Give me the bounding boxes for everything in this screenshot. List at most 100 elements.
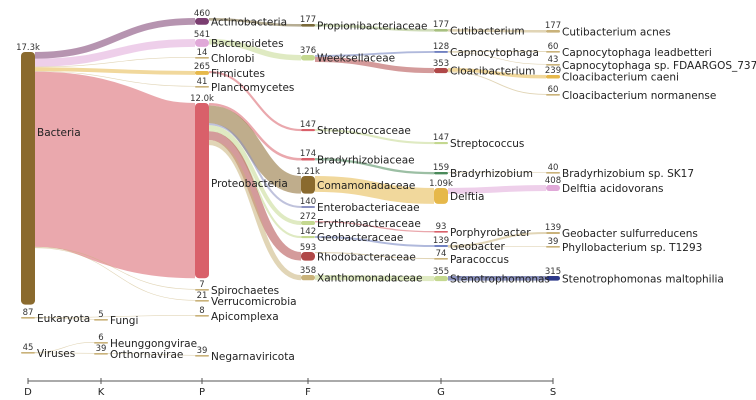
node-enterobacteriaceae[interactable] — [301, 206, 315, 209]
node-erythrobacteraceae[interactable] — [301, 221, 315, 225]
link-bacteria-bacteroidetes — [34, 39, 196, 67]
node-xanthomonadaceae[interactable] — [301, 275, 315, 281]
rank-label-K: K — [98, 387, 105, 398]
node-bradyrhizobiaceae[interactable] — [301, 158, 315, 161]
node-bacteria[interactable] — [21, 52, 35, 305]
node-cloacibacterium_normanense[interactable] — [546, 94, 560, 96]
node-capnocytophaga_leadbetteri[interactable] — [546, 51, 560, 53]
count-bradyrhizobium: 159 — [433, 163, 449, 173]
label-negarnaviricota: Negarnaviricota — [211, 351, 295, 363]
link-bacteria-planctomycetes — [34, 71, 196, 87]
count-weeksellaceae: 376 — [300, 46, 316, 56]
node-streptococcaceae[interactable] — [301, 129, 315, 132]
count-cloacibacterium_normanense: 60 — [548, 85, 559, 95]
link-bacteria-proteobacteria — [32, 71, 198, 279]
node-actinobacteria[interactable] — [195, 18, 209, 25]
label-enterobacteriaceae: Enterobacteriaceae — [317, 202, 420, 214]
count-actinobacteria: 460 — [194, 9, 210, 19]
node-heunggongvirae[interactable] — [94, 342, 108, 344]
count-stenotrophomonas: 355 — [433, 267, 449, 277]
node-paracoccus[interactable] — [434, 258, 448, 260]
count-cloacibacterium_caeni: 239 — [545, 66, 561, 76]
label-weeksellaceae: Weeksellaceae — [317, 53, 395, 65]
node-weeksellaceae[interactable] — [301, 55, 315, 61]
link-weeksellaceae-cloacibacterium — [314, 56, 435, 74]
label-cutibacterium_acnes: Cutibacterium acnes — [562, 26, 671, 38]
node-delftia[interactable] — [434, 188, 448, 204]
link-proteobacteria-rhodobacteraceae — [208, 131, 302, 261]
link-proteobacteria-geobacteraceae — [208, 129, 302, 239]
node-streptococcus[interactable] — [434, 142, 448, 145]
link-propionibacteriaceae-cutibacterium — [314, 24, 435, 32]
node-cloacibacterium[interactable] — [434, 68, 448, 74]
link-proteobacteria-bradyrhizobiaceae — [208, 102, 302, 161]
label-planctomycetes: Planctomycetes — [211, 82, 294, 94]
link-delftia-delftia_acidovorans — [447, 184, 547, 194]
node-delftia_acidovorans[interactable] — [546, 185, 560, 191]
count-planctomycetes: 41 — [197, 77, 208, 87]
node-cutibacterium[interactable] — [434, 29, 448, 32]
link-comamonadaceae-delftia — [314, 176, 435, 204]
label-xanthomonadaceae: Xanthomonadaceae — [317, 273, 422, 285]
node-spirochaetes[interactable] — [195, 289, 209, 291]
label-stenotrophomonas: Stenotrophomonas — [450, 274, 550, 286]
node-bradyrhizobium[interactable] — [434, 172, 448, 175]
node-planctomycetes[interactable] — [195, 86, 209, 88]
node-fungi[interactable] — [94, 319, 108, 321]
node-firmicutes[interactable] — [195, 71, 209, 75]
label-comamonadaceae: Comamonadaceae — [317, 180, 415, 192]
count-cutibacterium: 177 — [433, 20, 449, 30]
count-firmicutes: 265 — [194, 62, 210, 72]
node-apicomplexa[interactable] — [195, 315, 209, 317]
label-bradyrhizobium: Bradyrhizobium — [450, 168, 533, 180]
node-chlorobi[interactable] — [195, 57, 209, 59]
label-fungi: Fungi — [110, 315, 138, 327]
label-actinobacteria: Actinobacteria — [211, 16, 287, 28]
label-proteobacteria: Proteobacteria — [211, 178, 288, 190]
node-rhodobacteraceae[interactable] — [301, 252, 315, 261]
label-delftia_acidovorans: Delftia acidovorans — [562, 183, 664, 195]
link-actinobacteria-propionibacteriaceae — [208, 18, 302, 27]
rank-label-S: S — [550, 387, 556, 398]
label-streptococcus: Streptococcus — [450, 138, 524, 150]
count-stenotrophomonas_maltophilia: 315 — [545, 267, 561, 277]
node-bradyrhizobium_sk17[interactable] — [546, 172, 560, 174]
link-bacteria-actinobacteria — [34, 18, 196, 59]
node-propionibacteriaceae[interactable] — [301, 24, 315, 27]
node-stenotrophomonas_maltophilia[interactable] — [546, 276, 560, 281]
node-stenotrophomonas[interactable] — [434, 276, 448, 282]
node-verrucomicrobia[interactable] — [195, 300, 209, 302]
node-geobacter_sulfurreducens[interactable] — [546, 232, 560, 235]
node-porphyrobacter[interactable] — [434, 231, 448, 233]
node-negarnaviricota[interactable] — [195, 355, 209, 357]
node-cloacibacterium_caeni[interactable] — [546, 75, 560, 79]
node-orthornavirae[interactable] — [94, 353, 108, 355]
link-rhodobacteraceae-paracoccus — [314, 251, 435, 260]
label-propionibacteriaceae: Propionibacteriaceae — [317, 20, 427, 32]
count-bradyrhizobium_sk17: 40 — [548, 163, 559, 173]
node-geobacteraceae[interactable] — [301, 236, 315, 239]
count-propionibacteriaceae: 177 — [300, 15, 316, 25]
node-geobacter[interactable] — [434, 245, 448, 248]
rank-label-F: F — [305, 387, 311, 398]
count-erythrobacteraceae: 272 — [300, 212, 316, 222]
label-firmicutes: Firmicutes — [211, 68, 265, 80]
node-proteobacteria[interactable] — [195, 103, 209, 279]
node-capnocytophaga[interactable] — [434, 51, 448, 53]
link-bradyrhizobiaceae-bradyrhizobium — [314, 158, 435, 175]
node-eukaryota[interactable] — [21, 317, 35, 319]
link-bacteroidetes-weeksellaceae — [208, 39, 302, 61]
node-capnocytophaga_fdaargos[interactable] — [546, 64, 560, 66]
node-phyllobacterium_t1293[interactable] — [546, 246, 560, 248]
node-bacteroidetes[interactable] — [195, 39, 209, 47]
node-viruses[interactable] — [21, 352, 35, 354]
node-cutibacterium_acnes[interactable] — [546, 30, 560, 33]
label-verrucomicrobia: Verrucomicrobia — [211, 296, 297, 308]
count-bradyrhizobiaceae: 174 — [300, 149, 316, 159]
count-streptococcaceae: 147 — [300, 120, 316, 130]
count-verrucomicrobia: 21 — [197, 291, 208, 301]
node-comamonadaceae[interactable] — [301, 176, 315, 194]
count-orthornavirae: 39 — [96, 344, 107, 354]
label-geobacter: Geobacter — [450, 241, 505, 253]
